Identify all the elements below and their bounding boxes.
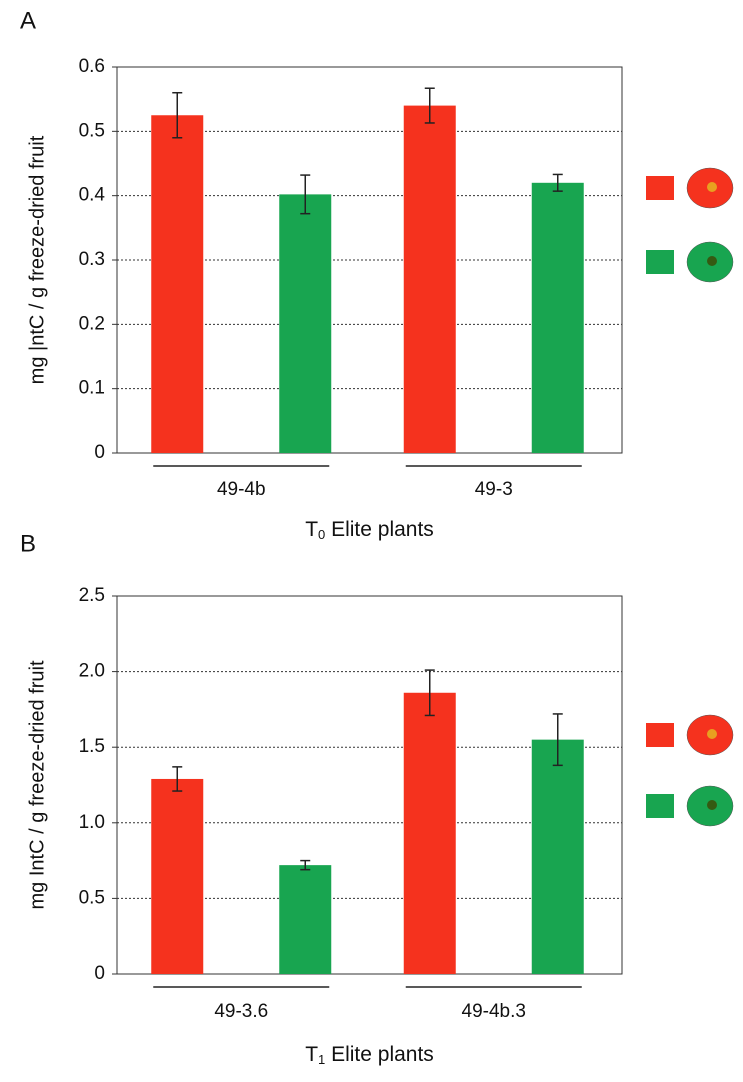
y-axis-label: mg |ntC / g freeze-dried fruit xyxy=(26,135,48,384)
y-tick-label: 2.5 xyxy=(79,585,105,606)
x-axis-label-part: Elite plants xyxy=(325,1043,434,1066)
y-tick-label: 0 xyxy=(94,442,105,463)
legend-fruit-center xyxy=(707,729,717,739)
x-tick-label: 49-4b.3 xyxy=(462,1001,526,1022)
y-axis-label: mg IntC / g freeze-dried fruit xyxy=(26,660,48,909)
y-tick-label: 2.0 xyxy=(79,661,105,682)
y-tick-label: 0.3 xyxy=(79,249,105,270)
y-tick-label: 0.5 xyxy=(79,120,105,141)
bar xyxy=(279,865,332,974)
x-tick-label: 49-3 xyxy=(475,479,513,500)
x-axis-label: T0 Elite plants xyxy=(305,518,434,543)
y-tick-label: 1.5 xyxy=(79,736,105,757)
bar xyxy=(151,115,204,453)
panel-label: A xyxy=(20,7,36,34)
x-axis-label-part: T xyxy=(305,518,318,541)
bar xyxy=(531,739,584,974)
panel-label: B xyxy=(20,530,36,557)
x-tick-label: 49-4b xyxy=(217,479,266,500)
legend-fruit-center xyxy=(707,256,717,266)
legend-swatch xyxy=(646,794,674,818)
legend-fruit-center xyxy=(707,182,717,192)
bar xyxy=(403,105,456,453)
x-axis-label-part: 0 xyxy=(318,527,325,542)
x-axis-label-part: T xyxy=(305,1043,318,1066)
plot-frame xyxy=(116,595,623,975)
bar xyxy=(403,692,456,974)
y-tick-label: 0.2 xyxy=(79,313,105,334)
bar xyxy=(531,182,584,454)
x-tick-label: 49-3.6 xyxy=(214,1001,268,1022)
y-tick-label: 0.6 xyxy=(79,56,105,77)
legend-swatch xyxy=(646,250,674,274)
y-tick-label: 0.4 xyxy=(79,185,106,206)
y-tick-label: 1.0 xyxy=(79,812,105,833)
bar xyxy=(279,194,332,453)
x-axis-label-part: Elite plants xyxy=(325,518,434,541)
y-tick-label: 0.5 xyxy=(79,887,105,908)
legend-swatch xyxy=(646,176,674,200)
x-axis-label: T1 Elite plants xyxy=(305,1043,434,1068)
x-axis-label-part: 1 xyxy=(318,1052,325,1067)
legend-fruit-center xyxy=(707,800,717,810)
legend-swatch xyxy=(646,723,674,747)
y-tick-label: 0 xyxy=(94,963,105,984)
plot-frame xyxy=(116,66,623,454)
y-tick-label: 0.1 xyxy=(79,378,105,399)
bar xyxy=(151,778,204,974)
